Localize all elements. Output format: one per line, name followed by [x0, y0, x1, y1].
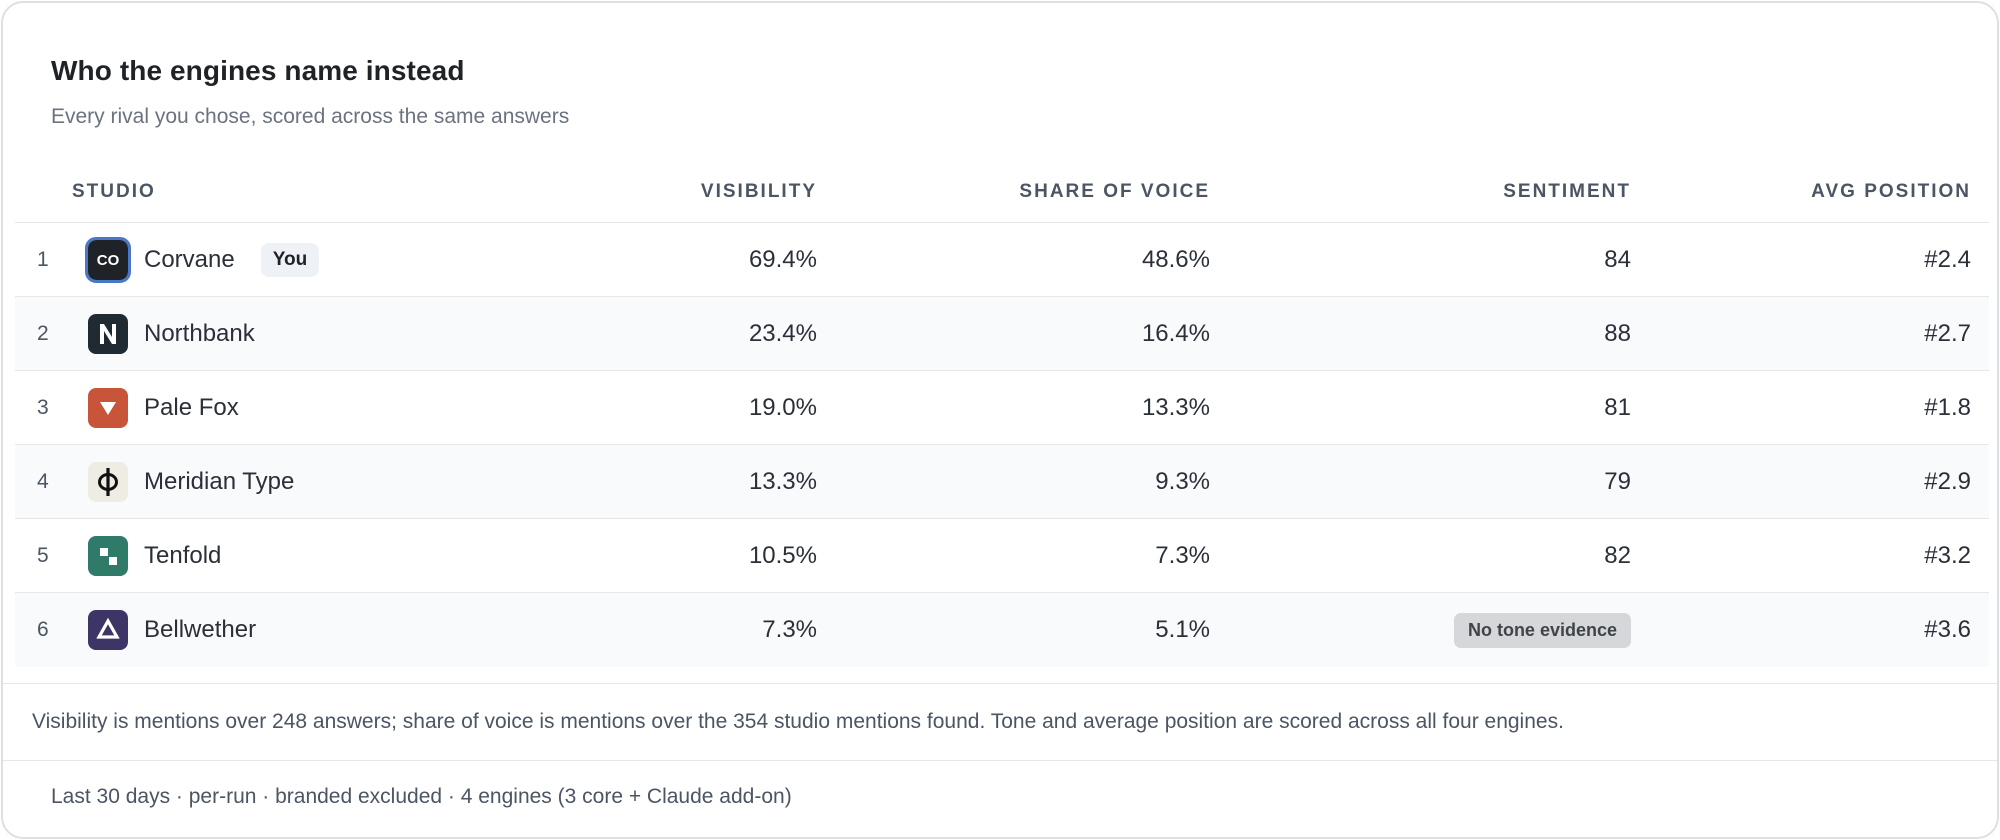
visibility-value: 7.3%: [762, 616, 817, 643]
avg-position-value: #2.4: [1924, 246, 1971, 273]
column-header-visibility[interactable]: VISIBILITY: [700, 181, 817, 202]
rank: 2: [37, 322, 49, 345]
avg-position-value: #2.7: [1924, 320, 1971, 347]
table-row[interactable]: 4 Meridian Type 13.3% 9.3% 79 #2.9: [15, 445, 1989, 519]
avg-position-value: #1.8: [1924, 394, 1971, 421]
sentiment-value: 82: [1604, 542, 1631, 569]
rank: 6: [37, 618, 49, 641]
table-row[interactable]: 6 Bellwether 7.3% 5.1% No tone evidence …: [15, 593, 1989, 667]
avg-position-value: #3.2: [1924, 542, 1971, 569]
studio-cell: Pale Fox: [88, 371, 239, 445]
rank: 3: [37, 396, 49, 419]
methodology-note: Visibility is mentions over 248 answers;…: [3, 683, 1997, 761]
studio-name: Tenfold: [144, 542, 222, 569]
share-of-voice-value: 5.1%: [1155, 616, 1210, 643]
visibility-value: 13.3%: [748, 468, 817, 495]
share-of-voice-value: 16.4%: [1141, 320, 1210, 347]
corvane-logo-icon: CO: [85, 237, 131, 283]
studio-name: Bellwether: [144, 616, 257, 643]
sentiment-value: 79: [1604, 468, 1631, 495]
studio-name: Pale Fox: [144, 394, 239, 421]
competitor-table: STUDIO VISIBILITY SHARE OF VOICE SENTIME…: [15, 157, 1989, 667]
studio-cell: Northbank: [88, 297, 255, 371]
table-row[interactable]: 2 Northbank 23.4% 16.4% 88 #2.7: [15, 297, 1989, 371]
share-of-voice-value: 7.3%: [1155, 542, 1210, 569]
studio-name: Meridian Type: [144, 468, 295, 495]
you-badge: You: [260, 243, 320, 277]
rank: 1: [37, 248, 49, 271]
visibility-value: 23.4%: [748, 320, 817, 347]
table-row[interactable]: 5 Tenfold 10.5% 7.3% 82 #3.2: [15, 519, 1989, 593]
sentiment-value: 81: [1604, 394, 1631, 421]
column-header-share-of-voice[interactable]: SHARE OF VOICE: [1019, 181, 1210, 202]
share-of-voice-value: 48.6%: [1141, 246, 1210, 273]
rank: 4: [37, 470, 49, 493]
table-row[interactable]: 1 CO Corvane You 69.4% 48.6% 84 #2.4: [15, 223, 1989, 297]
table-row[interactable]: 3 Pale Fox 19.0% 13.3% 81 #1.8: [15, 371, 1989, 445]
studio-cell: Meridian Type: [88, 445, 294, 519]
squares-icon: [88, 536, 128, 576]
column-header-sentiment[interactable]: SENTIMENT: [1503, 181, 1631, 202]
avg-position-value: #2.9: [1924, 468, 1971, 495]
card-header: Who the engines name instead Every rival…: [51, 55, 569, 129]
sentiment-value: 84: [1604, 246, 1631, 273]
card-subtitle: Every rival you chose, scored across the…: [51, 105, 570, 128]
no-tone-evidence-badge: No tone evidence: [1453, 612, 1631, 648]
visibility-value: 69.4%: [748, 246, 817, 273]
filter-summary: Last 30 days · per-run · branded exclude…: [51, 785, 792, 808]
triangle-down-icon: [88, 388, 128, 428]
sentiment-value: 88: [1604, 320, 1631, 347]
n-letter-icon: [88, 314, 128, 354]
column-header-avg-position[interactable]: AVG POSITION: [1811, 181, 1971, 202]
sentiment-cell: No tone evidence: [1371, 593, 1631, 667]
share-of-voice-value: 9.3%: [1155, 468, 1210, 495]
studio-name: Northbank: [144, 320, 255, 347]
table-header: STUDIO VISIBILITY SHARE OF VOICE SENTIME…: [15, 157, 1989, 223]
studio-cell: Tenfold: [88, 519, 221, 593]
column-header-studio[interactable]: STUDIO: [72, 181, 156, 202]
phi-icon: [88, 462, 128, 502]
visibility-value: 10.5%: [748, 542, 817, 569]
studio-cell: Bellwether: [88, 593, 256, 667]
visibility-value: 19.0%: [748, 394, 817, 421]
rank: 5: [37, 544, 49, 567]
studio-name: Corvane: [144, 246, 235, 273]
studio-cell: CO Corvane You: [85, 223, 320, 297]
avg-position-value: #3.6: [1924, 616, 1971, 643]
share-of-voice-value: 13.3%: [1141, 394, 1210, 421]
card-title: Who the engines name instead: [51, 55, 465, 86]
logo-text: CO: [96, 251, 120, 269]
triangle-up-icon: [88, 610, 128, 650]
